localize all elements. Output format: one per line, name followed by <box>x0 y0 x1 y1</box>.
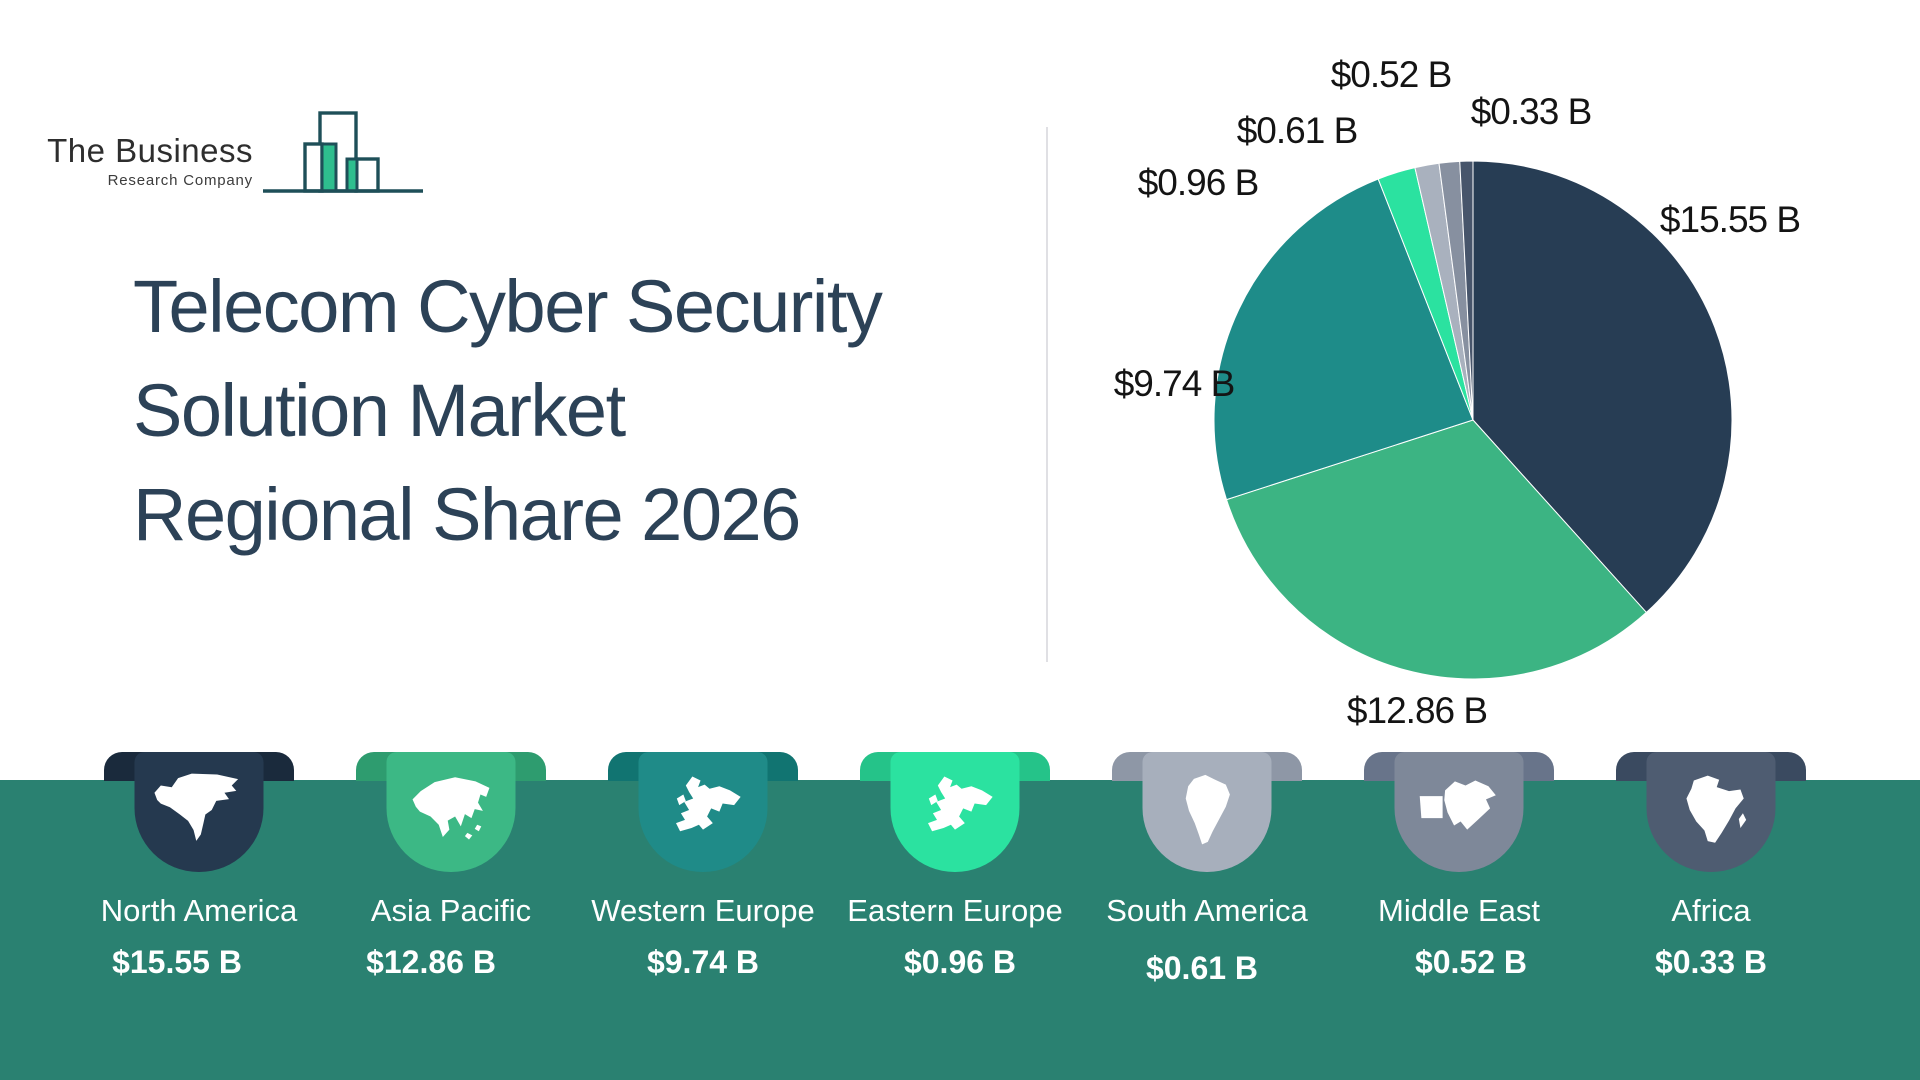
pie-slice-north-america <box>1472 160 1733 614</box>
south-america-map-icon <box>1185 774 1230 845</box>
region-name: South America <box>1106 893 1308 928</box>
regional-share-pie-chart <box>1213 160 1733 680</box>
region-card-middle-east: Middle East $0.52 B <box>1333 752 1585 1002</box>
page-title: Telecom Cyber Security Solution Market R… <box>133 255 883 567</box>
logo-name-line2: Research Company <box>107 172 253 189</box>
pie-label-north-america: $15.55 B <box>1659 199 1801 240</box>
pie-label-western-europe: $9.74 B <box>1113 363 1236 404</box>
region-card-africa: Africa $0.33 B <box>1585 752 1837 1002</box>
pie-slice-africa <box>1459 160 1474 421</box>
title-line-1: Telecom Cyber Security <box>133 265 883 348</box>
region-card-north-america: North America $15.55 B <box>73 752 325 1002</box>
region-card-asia-pacific: Asia Pacific $12.86 B <box>325 752 577 1002</box>
title-line-2: Solution Market <box>133 369 626 452</box>
company-logo-text: The Business Research Company <box>47 132 253 189</box>
pie-label-eastern-europe: $0.96 B <box>1137 162 1260 203</box>
vertical-divider <box>1046 127 1048 662</box>
pie-slice-asia-pacific <box>1225 419 1648 680</box>
bar-chart-logo-icon <box>263 111 423 193</box>
region-name: North America <box>100 893 298 928</box>
region-name: Western Europe <box>591 893 815 928</box>
company-logo: The Business Research Company <box>47 100 428 200</box>
region-value: $9.74 B <box>646 944 760 980</box>
region-name: Africa <box>1671 893 1751 928</box>
middle-east-map-icon <box>1419 780 1496 830</box>
eastern-europe-map-icon <box>928 776 993 832</box>
region-value: $0.33 B <box>1654 944 1768 980</box>
region-value: $0.52 B <box>1414 944 1528 980</box>
pie-label-south-america: $0.61 B <box>1236 110 1359 151</box>
pie-label-africa: $0.33 B <box>1470 91 1593 132</box>
north-america-map-icon <box>154 773 239 841</box>
pie-label-middle-east: $0.52 B <box>1330 54 1453 95</box>
pie-label-asia-pacific: $12.86 B <box>1346 690 1488 731</box>
pie-slice-western-europe <box>1213 178 1474 501</box>
region-value: $0.61 B <box>1145 950 1259 986</box>
region-card-south-america: South America $0.61 B <box>1081 752 1333 1002</box>
logo-name-line1: The Business <box>47 132 253 169</box>
western-europe-map-icon <box>676 776 741 832</box>
region-value: $12.86 B <box>366 944 496 980</box>
region-name: Middle East <box>1378 893 1540 928</box>
region-card-western-europe: Western Europe $9.74 B <box>577 752 829 1002</box>
title-line-3: Regional Share 2026 <box>133 473 801 556</box>
region-name: Asia Pacific <box>370 893 532 928</box>
asia-pacific-map-icon <box>412 777 490 840</box>
region-card-eastern-europe: Eastern Europe $0.96 B <box>829 752 1081 1002</box>
africa-map-icon <box>1686 775 1747 843</box>
region-name: Eastern Europe <box>847 893 1063 928</box>
region-value: $15.55 B <box>112 944 242 980</box>
region-value: $0.96 B <box>903 944 1017 980</box>
